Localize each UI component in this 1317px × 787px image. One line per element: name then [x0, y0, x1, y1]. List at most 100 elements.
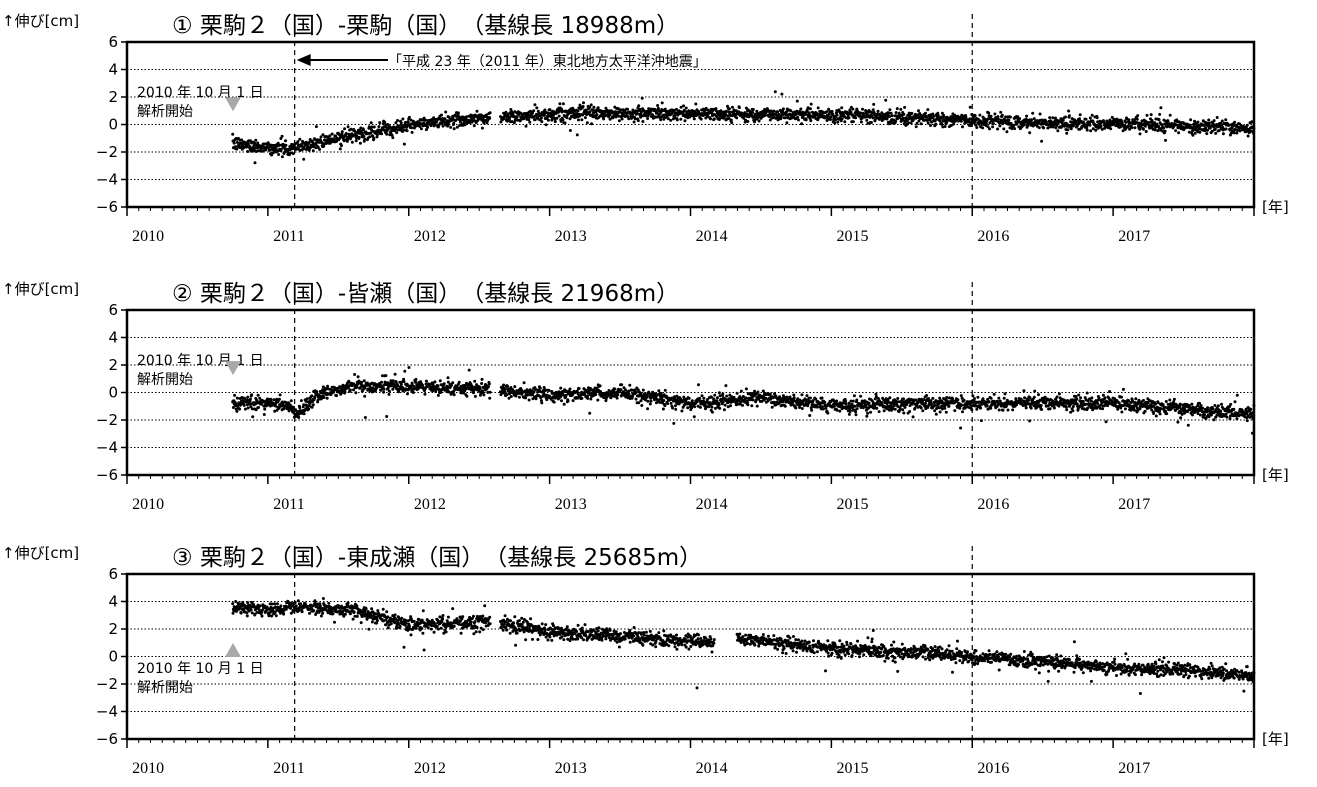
data-point — [1086, 129, 1089, 132]
data-point — [548, 389, 551, 392]
data-point — [868, 402, 871, 405]
data-point — [943, 407, 946, 410]
data-point — [1065, 132, 1068, 135]
data-point — [251, 415, 254, 418]
data-point — [746, 401, 749, 404]
data-point — [1042, 126, 1045, 129]
start-marker-icon — [225, 97, 241, 111]
data-point — [391, 388, 394, 391]
data-point — [347, 125, 350, 128]
data-point — [730, 119, 733, 122]
data-point — [1189, 118, 1192, 121]
data-point — [586, 397, 589, 400]
data-point — [358, 136, 361, 139]
data-point — [641, 97, 644, 100]
data-point — [860, 121, 863, 124]
data-point — [257, 394, 260, 397]
data-point — [425, 380, 428, 383]
data-point — [937, 114, 940, 117]
data-point — [586, 121, 589, 124]
data-point — [834, 118, 837, 121]
data-point — [513, 385, 516, 388]
data-point — [388, 393, 391, 396]
data-point — [904, 406, 907, 409]
data-point — [452, 116, 455, 119]
panel-1: ↑伸び[cm]① 栗駒２（国）-栗駒（国） （基線長 18988m）6420−2… — [2, 12, 1289, 245]
data-point — [400, 122, 403, 125]
data-point — [730, 121, 733, 124]
data-point — [576, 133, 579, 136]
data-point — [701, 394, 704, 397]
data-point — [927, 122, 930, 125]
data-point — [990, 115, 993, 118]
data-point — [780, 93, 783, 96]
data-point — [709, 117, 712, 120]
data-point — [487, 385, 490, 388]
data-point — [380, 132, 383, 135]
data-point — [866, 412, 869, 415]
data-point — [588, 106, 591, 109]
data-point — [799, 108, 802, 111]
data-point — [908, 410, 911, 413]
data-point — [474, 395, 477, 398]
data-point — [738, 106, 741, 109]
data-point — [800, 122, 803, 125]
data-point — [875, 407, 878, 410]
data-point — [637, 119, 640, 122]
data-point — [578, 387, 581, 390]
data-point — [1154, 128, 1157, 131]
data-point — [1142, 128, 1145, 131]
data-point — [567, 399, 570, 402]
data-point — [931, 397, 934, 400]
data-point — [963, 399, 966, 402]
data-point — [289, 152, 292, 155]
panel-title: ② 栗駒２（国）-皆瀬（国） （基線長 21968m） — [172, 281, 679, 307]
data-point — [303, 412, 306, 415]
data-point — [341, 130, 344, 133]
data-point — [682, 104, 685, 107]
data-point — [821, 397, 824, 400]
data-point — [756, 391, 759, 394]
data-point — [524, 396, 527, 399]
data-point — [773, 401, 776, 404]
data-point — [1214, 132, 1217, 135]
data-point — [516, 116, 519, 119]
data-point — [433, 380, 436, 383]
data-point — [376, 133, 379, 136]
data-point — [577, 119, 580, 122]
data-point — [862, 406, 865, 409]
data-point — [1246, 124, 1249, 127]
data-point — [711, 406, 714, 409]
data-point — [646, 117, 649, 120]
data-point — [1039, 113, 1042, 116]
data-point — [1144, 125, 1147, 128]
data-point — [961, 125, 964, 128]
data-point — [243, 404, 246, 407]
data-point — [590, 103, 593, 106]
data-point — [1088, 124, 1091, 127]
data-point — [373, 126, 376, 129]
data-point — [505, 393, 508, 396]
data-point — [619, 388, 622, 391]
data-point — [729, 404, 732, 407]
data-point — [592, 106, 595, 109]
data-point — [646, 400, 649, 403]
data-point — [235, 410, 238, 413]
data-point — [945, 396, 948, 399]
y-tick-label: −6 — [96, 198, 118, 216]
data-point — [990, 397, 993, 400]
data-point — [772, 110, 775, 113]
data-point — [408, 366, 411, 369]
data-point — [853, 405, 856, 408]
data-point — [362, 135, 365, 138]
data-point — [543, 114, 546, 117]
data-point — [284, 139, 287, 142]
data-point — [805, 118, 808, 121]
data-point — [684, 119, 687, 122]
data-point — [268, 149, 271, 152]
data-point — [1058, 405, 1061, 408]
data-point — [901, 408, 904, 411]
data-point — [582, 101, 585, 104]
data-point — [1068, 114, 1071, 117]
data-point — [292, 152, 295, 155]
